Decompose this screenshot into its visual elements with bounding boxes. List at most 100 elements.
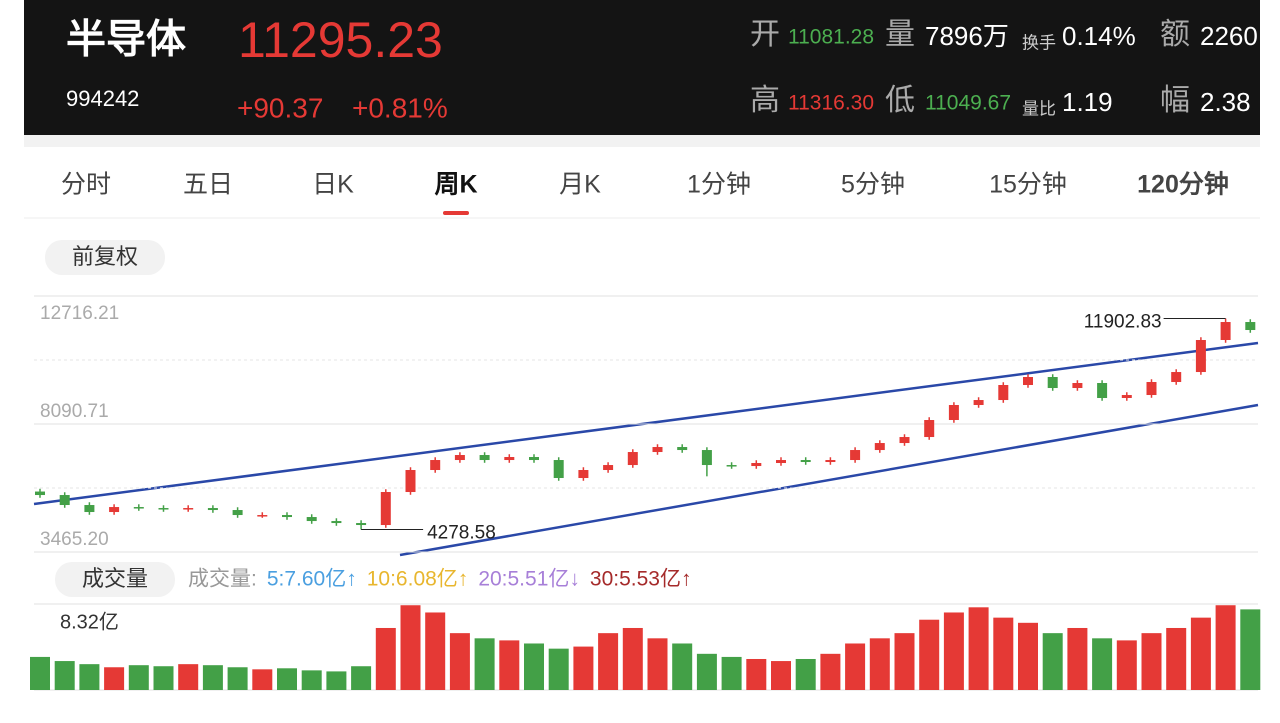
- volume-bar: [746, 658, 767, 690]
- volume-bar: [1141, 633, 1162, 690]
- tab[interactable]: 五日: [183, 171, 233, 199]
- stat-value: 0.14%: [1062, 21, 1136, 51]
- candle-body: [1171, 372, 1182, 383]
- candle-body: [627, 452, 638, 466]
- volume-bar: [499, 640, 520, 690]
- stat-label: 低: [885, 84, 915, 117]
- volume-legend: 10:6.08亿↑: [367, 568, 469, 591]
- y-tick-label: 12716.21: [40, 303, 119, 324]
- tab[interactable]: 周K: [434, 171, 477, 199]
- volume-bar: [993, 617, 1014, 690]
- volume-bar: [30, 656, 50, 690]
- candle-body: [776, 460, 786, 464]
- y-tick-label: 8090.71: [40, 401, 109, 422]
- candle-body: [1072, 383, 1083, 389]
- stat-label: 高: [750, 84, 780, 117]
- candle-body: [998, 385, 1009, 401]
- volume-title[interactable]: 成交量: [82, 566, 148, 591]
- candle-body: [109, 507, 120, 513]
- volume-bar: [178, 664, 199, 690]
- candle-body: [899, 437, 910, 444]
- adjust-label[interactable]: 前复权: [72, 244, 138, 269]
- stat-value: 11316.30: [788, 92, 874, 115]
- candle-body: [800, 460, 811, 463]
- volume-pill[interactable]: [55, 562, 175, 597]
- volume-bar: [1092, 638, 1113, 690]
- volume-bar: [400, 605, 421, 690]
- stat-value: 1.19: [1062, 87, 1113, 117]
- volume-bar: [894, 633, 915, 690]
- candle-body: [973, 400, 984, 406]
- volume-bar: [622, 627, 643, 690]
- stat-value: 7896万: [925, 21, 1009, 51]
- volume-bar: [1042, 633, 1063, 690]
- volume-legend: 成交量:: [188, 568, 257, 591]
- stat-label: 开: [750, 18, 780, 51]
- candle-body: [529, 457, 539, 461]
- volume-bar: [227, 667, 248, 690]
- volume-bar: [252, 669, 273, 690]
- candle-body: [924, 420, 935, 438]
- volume-bar: [104, 667, 125, 690]
- candle-body: [207, 508, 218, 511]
- candle-body: [232, 510, 243, 516]
- candle-body: [1245, 322, 1256, 331]
- tab[interactable]: 月K: [559, 171, 601, 199]
- volume-bar: [54, 661, 75, 690]
- stock-code: 994242: [66, 86, 139, 111]
- y-tick-label: 3465.20: [40, 529, 109, 550]
- tab[interactable]: 120分钟: [1137, 171, 1229, 199]
- tab[interactable]: 15分钟: [989, 171, 1067, 199]
- candle-body: [701, 450, 712, 466]
- candle-body: [454, 455, 465, 461]
- candle-body: [603, 465, 614, 471]
- max-label: 11902.83: [1084, 312, 1162, 333]
- price-change: +90.37: [237, 92, 323, 123]
- candle-body: [1121, 395, 1132, 399]
- tab[interactable]: 5分钟: [841, 171, 905, 199]
- volume-bar: [449, 633, 470, 690]
- candle-body: [133, 507, 144, 509]
- stat-label: 幅: [1160, 84, 1190, 117]
- candle-body: [282, 515, 292, 518]
- header-bg: [24, 0, 1260, 135]
- candle-body: [504, 457, 515, 461]
- candle-body: [948, 405, 959, 421]
- volume-bar: [202, 665, 223, 690]
- candle-body: [158, 508, 169, 510]
- min-label: 4278.58: [427, 523, 496, 544]
- candle-body: [825, 460, 836, 463]
- candle-body: [479, 455, 490, 461]
- candle-body: [331, 521, 342, 524]
- stock-price: 11295.23: [238, 12, 443, 68]
- volume-legend: 30:5.53亿↑: [590, 568, 692, 591]
- candle-body: [380, 492, 391, 526]
- stat-label: 额: [1160, 18, 1190, 51]
- channel-lower: [399, 403, 1259, 557]
- candle-body: [1097, 383, 1108, 399]
- adjust-pill[interactable]: [45, 240, 165, 275]
- volume-bar: [1166, 627, 1187, 690]
- tab[interactable]: 日K: [312, 171, 354, 199]
- stat-value: 2260: [1200, 21, 1258, 51]
- candle-body: [751, 463, 762, 467]
- volume-bar: [919, 619, 940, 690]
- volume-bar: [573, 646, 594, 690]
- volume-bar: [1190, 617, 1211, 690]
- volume-legend: 20:5.51亿↓: [478, 568, 580, 591]
- candle-body: [652, 447, 663, 453]
- volume-bar: [375, 627, 396, 690]
- candle-body: [677, 447, 688, 451]
- stat-value: 11049.67: [925, 92, 1011, 115]
- volume-bar: [277, 668, 297, 690]
- price-change-pct: +0.81%: [352, 92, 448, 123]
- tab[interactable]: 分时: [61, 171, 111, 199]
- candle-body: [35, 491, 45, 496]
- stock-name: 半导体: [66, 18, 186, 62]
- candle-body: [183, 508, 194, 510]
- tab[interactable]: 1分钟: [687, 171, 751, 199]
- candle-body: [1023, 377, 1033, 386]
- volume-bar: [301, 670, 322, 690]
- candle-body: [430, 460, 441, 471]
- volume-bar: [672, 643, 693, 690]
